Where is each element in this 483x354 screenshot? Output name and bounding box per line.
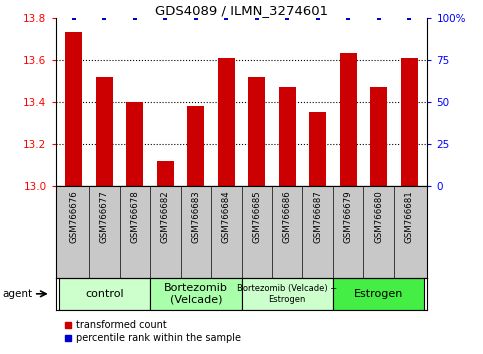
Text: agent: agent (2, 289, 32, 299)
Point (405, 15, 413, 21)
Bar (127, 102, 143, 186)
Bar (150, 278, 242, 310)
Text: GSM766678: GSM766678 (130, 190, 139, 243)
Point (192, 15, 199, 21)
Bar (248, 76, 265, 186)
Text: GSM766681: GSM766681 (405, 190, 413, 243)
Text: GSM766686: GSM766686 (283, 190, 292, 243)
Bar (218, 58, 235, 186)
Text: control: control (85, 289, 124, 299)
Point (375, 15, 383, 21)
Text: Estrogen: Estrogen (354, 289, 403, 299)
Text: GSM766677: GSM766677 (100, 190, 109, 243)
Point (284, 15, 291, 21)
Text: GSM766680: GSM766680 (374, 190, 383, 243)
Bar (58, 278, 150, 310)
Point (222, 15, 230, 21)
Point (161, 15, 169, 21)
Point (314, 15, 322, 21)
Point (131, 15, 139, 21)
Text: GSM766687: GSM766687 (313, 190, 322, 243)
Bar (309, 112, 326, 186)
Bar (96, 76, 113, 186)
Legend: transformed count, percentile rank within the sample: transformed count, percentile rank withi… (60, 316, 245, 347)
Text: Bortezomib
(Velcade): Bortezomib (Velcade) (164, 283, 227, 305)
Bar (157, 161, 174, 186)
Text: GSM766684: GSM766684 (222, 190, 231, 243)
Point (344, 15, 352, 21)
Point (253, 15, 261, 21)
Text: GSM766685: GSM766685 (252, 190, 261, 243)
Bar (279, 87, 296, 186)
Text: Bortezomib (Velcade) +
Estrogen: Bortezomib (Velcade) + Estrogen (237, 284, 337, 303)
Bar (340, 53, 356, 186)
Bar (187, 106, 204, 186)
Text: GSM766679: GSM766679 (344, 190, 353, 243)
Bar (66, 33, 82, 186)
Bar (370, 87, 387, 186)
Text: GSM766676: GSM766676 (70, 190, 78, 243)
Point (70, 15, 78, 21)
Text: GSM766682: GSM766682 (161, 190, 170, 243)
Text: GSM766683: GSM766683 (191, 190, 200, 243)
Bar (401, 58, 417, 186)
Title: GDS4089 / ILMN_3274601: GDS4089 / ILMN_3274601 (155, 4, 328, 17)
Bar (242, 278, 333, 310)
Point (100, 15, 108, 21)
Bar (333, 278, 425, 310)
